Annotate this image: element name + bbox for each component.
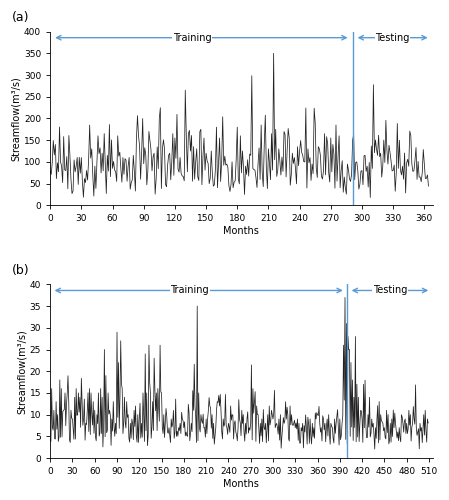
- Text: (a): (a): [12, 11, 30, 24]
- Text: Training: Training: [171, 286, 209, 296]
- Text: Testing: Testing: [373, 286, 407, 296]
- Y-axis label: Streamflow(m³/s): Streamflow(m³/s): [17, 329, 27, 413]
- Y-axis label: Streamflow(m³/s): Streamflow(m³/s): [11, 76, 21, 161]
- Text: Training: Training: [173, 32, 211, 42]
- X-axis label: Months: Months: [224, 479, 260, 489]
- Text: Testing: Testing: [375, 32, 410, 42]
- Text: (b): (b): [12, 264, 30, 277]
- X-axis label: Months: Months: [224, 226, 260, 236]
